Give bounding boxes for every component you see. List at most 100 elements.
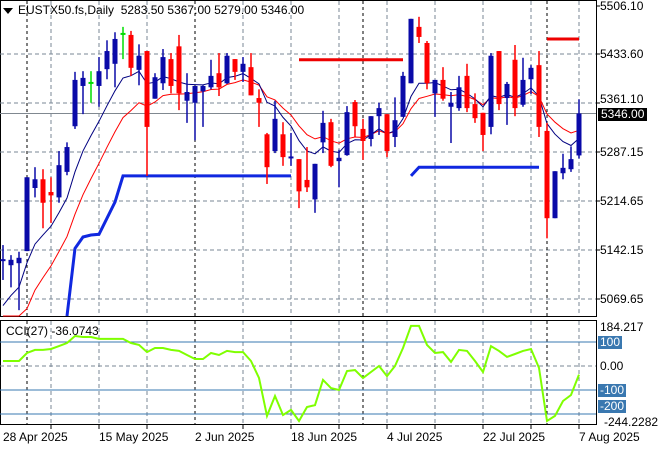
bear-candle xyxy=(216,73,222,88)
slow-moving-average-line xyxy=(3,79,580,317)
bull-candle xyxy=(80,77,86,86)
cci-header: CCI(27) -36.0743 xyxy=(6,324,99,338)
bull-candle xyxy=(56,165,62,198)
bull-candle xyxy=(152,77,158,99)
bull-candle xyxy=(320,122,326,143)
bear-candle xyxy=(480,112,486,135)
bull-candle xyxy=(112,38,118,64)
cci-axis-label: 100 xyxy=(598,335,623,349)
bull-candle xyxy=(288,156,294,159)
bull-candle xyxy=(520,79,526,105)
price-label: 5506.10 xyxy=(600,0,644,13)
bear-candle xyxy=(472,104,478,119)
dropdown-triangle-icon[interactable] xyxy=(3,7,13,14)
cci-axis-label: 184.217 xyxy=(600,320,644,334)
bear-candle xyxy=(256,98,262,103)
bear-candle xyxy=(168,59,174,86)
ohlc-values: 5283.50 5367.00 5279.00 5346.00 xyxy=(120,3,305,17)
bull-candle xyxy=(224,55,230,84)
bull-candle xyxy=(312,163,318,200)
bull-candle xyxy=(160,57,166,84)
bull-candle xyxy=(368,116,374,139)
bear-candle xyxy=(416,26,422,37)
bull-candle xyxy=(576,113,582,156)
bull-candle xyxy=(208,75,214,88)
bull-candle xyxy=(192,85,198,103)
bear-candle xyxy=(328,122,334,166)
price-label: 5433.60 xyxy=(600,47,644,61)
bull-candle xyxy=(344,112,350,156)
cci-panel-border xyxy=(0,320,597,425)
bear-candle xyxy=(424,42,430,84)
bull-candle xyxy=(88,81,94,84)
date-label: 18 Jun 2025 xyxy=(291,430,358,444)
bull-candle xyxy=(504,83,510,99)
support-level-line xyxy=(409,165,539,177)
bull-candle xyxy=(104,51,110,70)
bull-candle xyxy=(120,32,126,35)
bull-candle xyxy=(16,257,22,264)
bull-candle xyxy=(240,63,246,72)
bear-candle xyxy=(512,59,518,109)
date-label: 22 Jul 2025 xyxy=(483,430,546,444)
price-label: 5361.10 xyxy=(600,92,644,106)
bear-candle xyxy=(360,128,366,142)
cci-value: -36.0743 xyxy=(51,324,99,338)
bear-candle xyxy=(128,34,134,68)
bear-candle xyxy=(440,79,446,99)
bull-candle xyxy=(0,259,6,262)
fast-moving-average-line xyxy=(2,70,580,306)
bull-candle xyxy=(272,118,278,152)
bear-candle xyxy=(144,51,150,127)
bear-candle xyxy=(384,114,390,152)
bull-candle xyxy=(200,85,206,92)
price-label: 5287.15 xyxy=(600,145,644,159)
price-label: 5142.15 xyxy=(600,243,644,257)
bull-candle xyxy=(64,147,70,172)
bear-candle xyxy=(232,59,238,72)
cci-axis-label: -100 xyxy=(598,383,627,397)
chart-header: EUSTX50.fs,Daily 5283.50 5367.00 5279.00… xyxy=(3,3,304,17)
bear-candle xyxy=(496,51,502,105)
bull-candle xyxy=(528,67,534,80)
cci-axis-label: -244.2282 xyxy=(604,415,659,429)
bear-candle xyxy=(296,159,302,192)
main-panel-border xyxy=(0,0,597,317)
cci-label: CCI(27) xyxy=(6,324,49,338)
bull-candle xyxy=(72,79,78,127)
support-level-line xyxy=(65,174,291,317)
bear-candle xyxy=(248,67,254,96)
price-label: 5069.65 xyxy=(600,292,644,306)
bear-candle xyxy=(40,179,46,203)
bear-candle xyxy=(464,75,470,109)
bull-candle xyxy=(8,259,14,266)
bear-candle xyxy=(176,46,182,94)
date-label: 28 Apr 2025 xyxy=(3,430,68,444)
price-label: 5214.65 xyxy=(600,194,644,208)
bull-candle xyxy=(96,71,102,86)
cci-axis-label: 0.00 xyxy=(600,359,624,373)
date-label: 4 Jul 2025 xyxy=(387,430,443,444)
bull-candle xyxy=(432,79,438,94)
bull-candle xyxy=(400,75,406,117)
date-label: 7 Aug 2025 xyxy=(579,430,640,444)
cci-line xyxy=(3,324,580,423)
date-label: 15 May 2025 xyxy=(99,430,169,444)
bull-candle xyxy=(408,18,414,84)
bear-candle xyxy=(264,134,270,168)
bull-candle xyxy=(376,108,382,117)
symbol-label: EUSTX50.fs,Daily xyxy=(18,3,115,17)
bull-candle xyxy=(448,102,454,107)
bull-candle xyxy=(32,179,38,188)
bull-candle xyxy=(136,55,142,70)
bull-candle xyxy=(456,87,462,109)
bear-candle xyxy=(280,134,286,158)
cci-axis-label: -200 xyxy=(598,399,627,413)
current-price-label: 5346.00 xyxy=(598,108,648,121)
bull-candle xyxy=(336,157,342,162)
bear-candle xyxy=(48,192,54,196)
bear-candle xyxy=(536,65,542,127)
bull-candle xyxy=(392,120,398,137)
bull-candle xyxy=(552,171,558,219)
